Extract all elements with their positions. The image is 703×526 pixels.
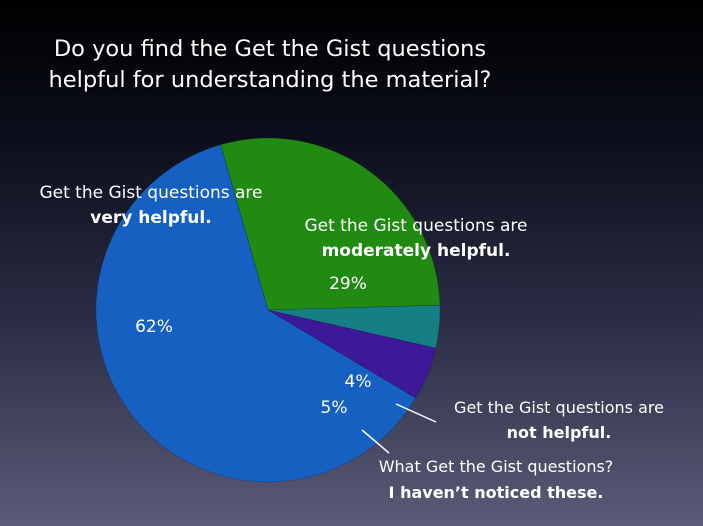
leader-line-not-noticed (361, 429, 390, 454)
caption-not-noticed-line-2: I haven’t noticed these. (389, 483, 604, 502)
caption-not-helpful-line-2: not helpful. (507, 423, 612, 442)
title-line-1: Do you find the Get the Gist questions (53, 36, 487, 62)
caption-very-helpful-line-2: very helpful. (90, 208, 211, 228)
pct-label-moderately-helpful: 29% (329, 274, 367, 294)
pie-slice-noticed (267, 309, 437, 399)
caption-very-helpful-line-1: Get the Gist questions are (39, 183, 262, 203)
pct-label-not-helpful: 4% (345, 372, 372, 392)
caption-moderately-helpful-line-1: Get the Gist questions are (304, 216, 527, 236)
pie-slice-very (95, 144, 417, 483)
pct-label-very-helpful: 62% (135, 317, 173, 337)
pie-slice-not (267, 304, 441, 349)
pie-slices (95, 137, 441, 483)
chart-title: Do you find the Get the Gist questions h… (0, 34, 540, 96)
pct-label-not-noticed: 5% (321, 398, 348, 418)
leader-line-not-helpful (395, 403, 437, 423)
caption-not-helpful-line-1: Get the Gist questions are (454, 398, 664, 417)
caption-moderately-helpful-line-2: moderately helpful. (322, 241, 511, 261)
pie-slice-moderately (220, 137, 441, 311)
title-line-2: helpful for understanding the material? (48, 67, 492, 93)
caption-not-noticed-line-1: What Get the Gist questions? (379, 457, 614, 476)
